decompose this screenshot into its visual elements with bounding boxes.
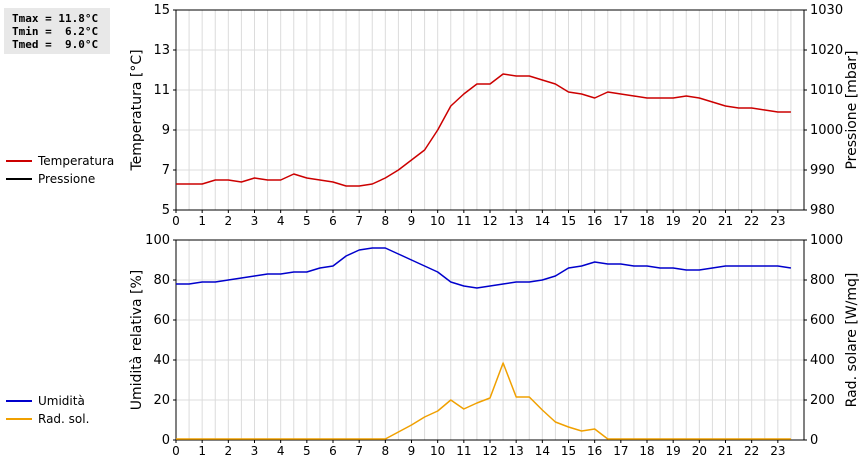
- x-tick-label: 18: [639, 214, 654, 228]
- y-right-tick-label: 1030: [810, 3, 843, 18]
- series-line-umidit: [176, 247, 792, 289]
- x-tick-label: 23: [770, 444, 785, 458]
- x-tick-label: 16: [587, 214, 602, 228]
- legend-label-rad-sol: Rad. sol.: [38, 412, 90, 426]
- x-tick-label: 3: [251, 444, 259, 458]
- x-tick-label: 14: [535, 444, 550, 458]
- y-right-tick-label: 1000: [810, 233, 843, 248]
- x-tick-label: 0: [172, 214, 180, 228]
- y-left-tick-label: 13: [153, 43, 170, 58]
- x-tick-label: 16: [587, 444, 602, 458]
- x-tick-label: 7: [355, 214, 363, 228]
- x-tick-label: 1: [198, 214, 206, 228]
- x-tick-label: 9: [408, 214, 416, 228]
- y-right-tick-label: 1000: [810, 123, 843, 138]
- x-tick-label: 3: [251, 214, 259, 228]
- legend-swatch-umidita: [6, 400, 32, 402]
- x-tick-label: 17: [613, 214, 628, 228]
- y-right-tick-label: 400: [810, 353, 835, 368]
- x-tick-label: 11: [456, 214, 471, 228]
- y-left-tick-label: 5: [162, 203, 170, 218]
- y-left-tick-label: 40: [153, 353, 170, 368]
- y-right-tick-label: 0: [810, 433, 818, 448]
- series-line-temperatura: [176, 73, 791, 187]
- y-right-tick-label: 800: [810, 273, 835, 288]
- x-tick-label: 19: [666, 444, 681, 458]
- bottom-y-left-title: Umidità relativa [%]: [129, 270, 145, 411]
- y-left-tick-label: 11: [153, 83, 170, 98]
- y-left-tick-label: 80: [153, 273, 170, 288]
- legend-swatch-temperatura: [6, 160, 32, 162]
- x-tick-label: 20: [692, 444, 707, 458]
- y-left-tick-label: 15: [153, 3, 170, 18]
- legend-label-pressione: Pressione: [38, 172, 96, 186]
- x-tick-label: 6: [329, 444, 337, 458]
- x-tick-label: 10: [430, 214, 445, 228]
- legend-swatch-rad-sol: [6, 418, 32, 420]
- y-left-tick-label: 0: [162, 433, 170, 448]
- x-tick-label: 10: [430, 444, 445, 458]
- y-right-tick-label: 200: [810, 393, 835, 408]
- y-right-tick-label: 980: [810, 203, 835, 218]
- x-tick-label: 15: [561, 444, 576, 458]
- x-tick-label: 7: [355, 444, 363, 458]
- x-tick-label: 15: [561, 214, 576, 228]
- x-tick-label: 14: [535, 214, 550, 228]
- x-tick-label: 12: [482, 214, 497, 228]
- x-tick-label: 22: [744, 444, 759, 458]
- x-tick-label: 23: [770, 214, 785, 228]
- series-line-rad-sol: [176, 362, 791, 440]
- x-tick-label: 21: [718, 214, 733, 228]
- legend-swatch-pressione: [6, 178, 32, 180]
- x-tick-label: 5: [303, 444, 311, 458]
- top-y-right-title: Pressione [mbar]: [844, 50, 860, 169]
- tmin-value: Tmin = 6.2°C: [12, 25, 99, 38]
- x-tick-label: 5: [303, 214, 311, 228]
- x-tick-label: 13: [509, 214, 524, 228]
- x-tick-label: 2: [225, 214, 233, 228]
- x-tick-label: 18: [639, 444, 654, 458]
- y-left-tick-label: 7: [162, 163, 170, 178]
- x-tick-label: 20: [692, 214, 707, 228]
- tmed-value: Tmed = 9.0°C: [12, 38, 99, 51]
- y-right-tick-label: 1010: [810, 83, 843, 98]
- x-tick-label: 8: [382, 444, 390, 458]
- x-tick-label: 21: [718, 444, 733, 458]
- y-right-tick-label: 600: [810, 313, 835, 328]
- x-tick-label: 22: [744, 214, 759, 228]
- y-left-tick-label: 20: [153, 393, 170, 408]
- x-tick-label: 6: [329, 214, 337, 228]
- x-tick-label: 1: [198, 444, 206, 458]
- x-tick-label: 13: [509, 444, 524, 458]
- y-left-tick-label: 60: [153, 313, 170, 328]
- x-tick-label: 19: [666, 214, 681, 228]
- y-right-tick-label: 1020: [810, 43, 843, 58]
- x-tick-label: 11: [456, 444, 471, 458]
- x-tick-label: 4: [277, 214, 285, 228]
- x-tick-label: 8: [382, 214, 390, 228]
- x-tick-label: 12: [482, 444, 497, 458]
- x-tick-label: 9: [408, 444, 416, 458]
- x-tick-label: 0: [172, 444, 180, 458]
- legend-label-umidita: Umidità: [38, 394, 85, 408]
- tmax-value: Tmax = 11.8°C: [12, 12, 99, 25]
- y-left-tick-label: 100: [145, 233, 170, 248]
- bottom-y-right-title: Rad. solare [W/mq]: [844, 273, 860, 408]
- top-y-left-title: Temperatura [°C]: [129, 49, 145, 171]
- y-left-tick-label: 9: [162, 123, 170, 138]
- x-tick-label: 4: [277, 444, 285, 458]
- temperature-stats-box: Tmax = 11.8°C Tmin = 6.2°C Tmed = 9.0°C: [4, 8, 110, 54]
- x-tick-label: 2: [225, 444, 233, 458]
- x-tick-label: 17: [613, 444, 628, 458]
- y-right-tick-label: 990: [810, 163, 835, 178]
- legend-label-temperatura: Temperatura: [38, 154, 115, 168]
